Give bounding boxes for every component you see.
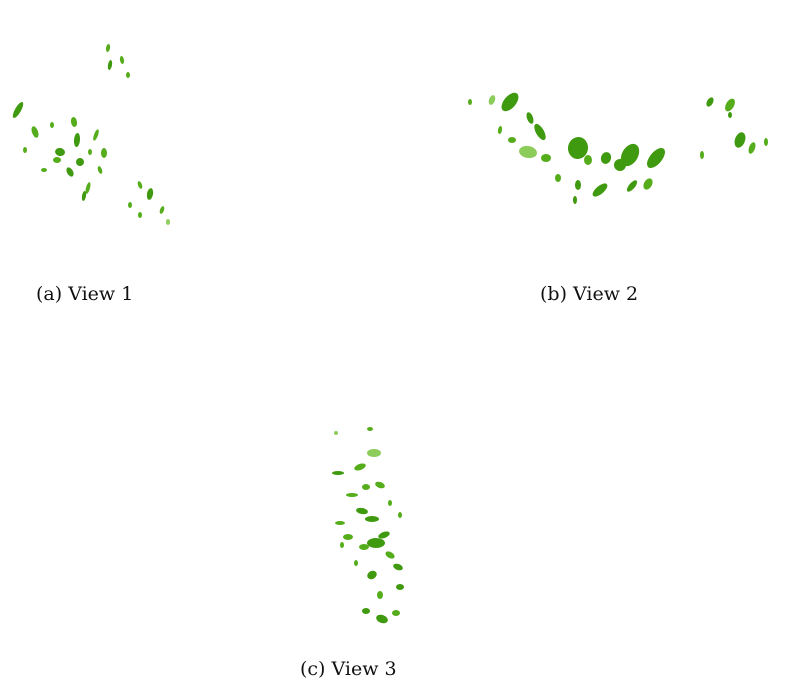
leaf-blob [334, 431, 338, 435]
leaf-blob [614, 159, 626, 171]
leaf-blob [343, 534, 353, 540]
leaf-blob [526, 112, 534, 124]
leaf-cluster-view-1 [12, 44, 170, 225]
leaf-blob [643, 178, 653, 190]
leaf-blob [362, 608, 370, 614]
leaf-blob [354, 463, 366, 471]
leaf-blob [85, 182, 91, 194]
leaf-blob [378, 531, 390, 539]
leaf-blob [541, 154, 551, 162]
leaf-blob [534, 123, 546, 141]
leaf-blob [50, 122, 54, 128]
leaf-blob [126, 72, 130, 78]
leaf-blob [97, 166, 103, 174]
leaf-blob [76, 158, 84, 166]
leaf-blob [592, 183, 608, 197]
leaf-blob [573, 196, 577, 204]
leaf-blob [137, 181, 143, 189]
panel-b-image [410, 60, 796, 210]
leaf-blob [468, 99, 472, 105]
leaf-blob [88, 149, 92, 155]
leaf-blob [764, 138, 768, 146]
leaf-blob [700, 151, 704, 159]
leaf-blob [388, 500, 392, 506]
leaf-blob [359, 544, 369, 550]
leaf-blob [734, 132, 746, 148]
leaf-blob [332, 471, 344, 475]
leaf-blob [107, 60, 113, 70]
leaf-blob [647, 148, 665, 168]
leaf-blob [584, 155, 592, 165]
leaf-blob [159, 206, 165, 214]
leaf-blob [105, 44, 111, 52]
panel-a-image [0, 10, 200, 260]
leaf-blob [393, 563, 403, 571]
leaf-blob [367, 570, 377, 580]
leaf-blob [555, 174, 561, 182]
leaf-blob [488, 95, 496, 105]
leaf-blob [12, 102, 24, 118]
leaf-blob [138, 212, 142, 218]
leaf-blob [73, 133, 81, 147]
leaf-blob [377, 591, 383, 599]
leaf-blob [501, 92, 519, 112]
leaf-blob [392, 610, 400, 616]
leaf-blob [101, 148, 107, 158]
leaf-blob [340, 542, 344, 548]
leaf-blob [398, 512, 402, 518]
leaf-blob [375, 481, 385, 489]
leaf-blob [396, 584, 404, 590]
leaf-blob [41, 168, 47, 172]
leaf-blob [128, 202, 132, 208]
leaf-blob [31, 126, 39, 138]
leaf-blob [567, 137, 589, 159]
leaf-blob [385, 551, 395, 559]
leaf-blob [66, 167, 74, 177]
leaf-blob [23, 147, 27, 153]
leaf-blob [119, 56, 125, 64]
leaf-blob [519, 145, 537, 159]
leaf-blob [346, 493, 358, 497]
leaf-blob [81, 191, 87, 201]
leaf-blob [53, 157, 61, 163]
panel-c-caption: (c) View 3 [300, 658, 397, 680]
leaf-cluster-view-3 [332, 427, 404, 624]
leaf-blob [356, 507, 368, 515]
panel-b-caption: (b) View 2 [540, 283, 639, 305]
leaf-blob [620, 143, 640, 167]
leaf-blob [367, 449, 381, 457]
leaf-blob [706, 97, 714, 107]
leaf-blob [367, 538, 385, 548]
leaf-blob [55, 147, 65, 157]
leaf-blob [725, 98, 735, 112]
panel-a-caption: (a) View 1 [36, 283, 134, 305]
leaf-blob [70, 117, 78, 127]
leaf-blob [367, 427, 373, 431]
leaf-blob [497, 126, 503, 134]
leaf-blob [508, 137, 516, 143]
leaf-blob [376, 614, 388, 624]
leaf-blob [335, 521, 345, 525]
leaf-blob [748, 142, 756, 154]
leaf-blob [166, 219, 170, 225]
leaf-blob [354, 560, 358, 566]
panel-c-image [300, 415, 420, 630]
leaf-blob [600, 152, 612, 164]
leaf-blob [362, 484, 370, 490]
leaf-blob [365, 516, 379, 522]
leaf-blob [728, 112, 732, 118]
leaf-blob [93, 129, 99, 141]
leaf-cluster-view-2 [468, 92, 768, 204]
leaf-blob [626, 180, 638, 192]
leaf-blob [146, 188, 154, 200]
leaf-blob [575, 180, 581, 190]
